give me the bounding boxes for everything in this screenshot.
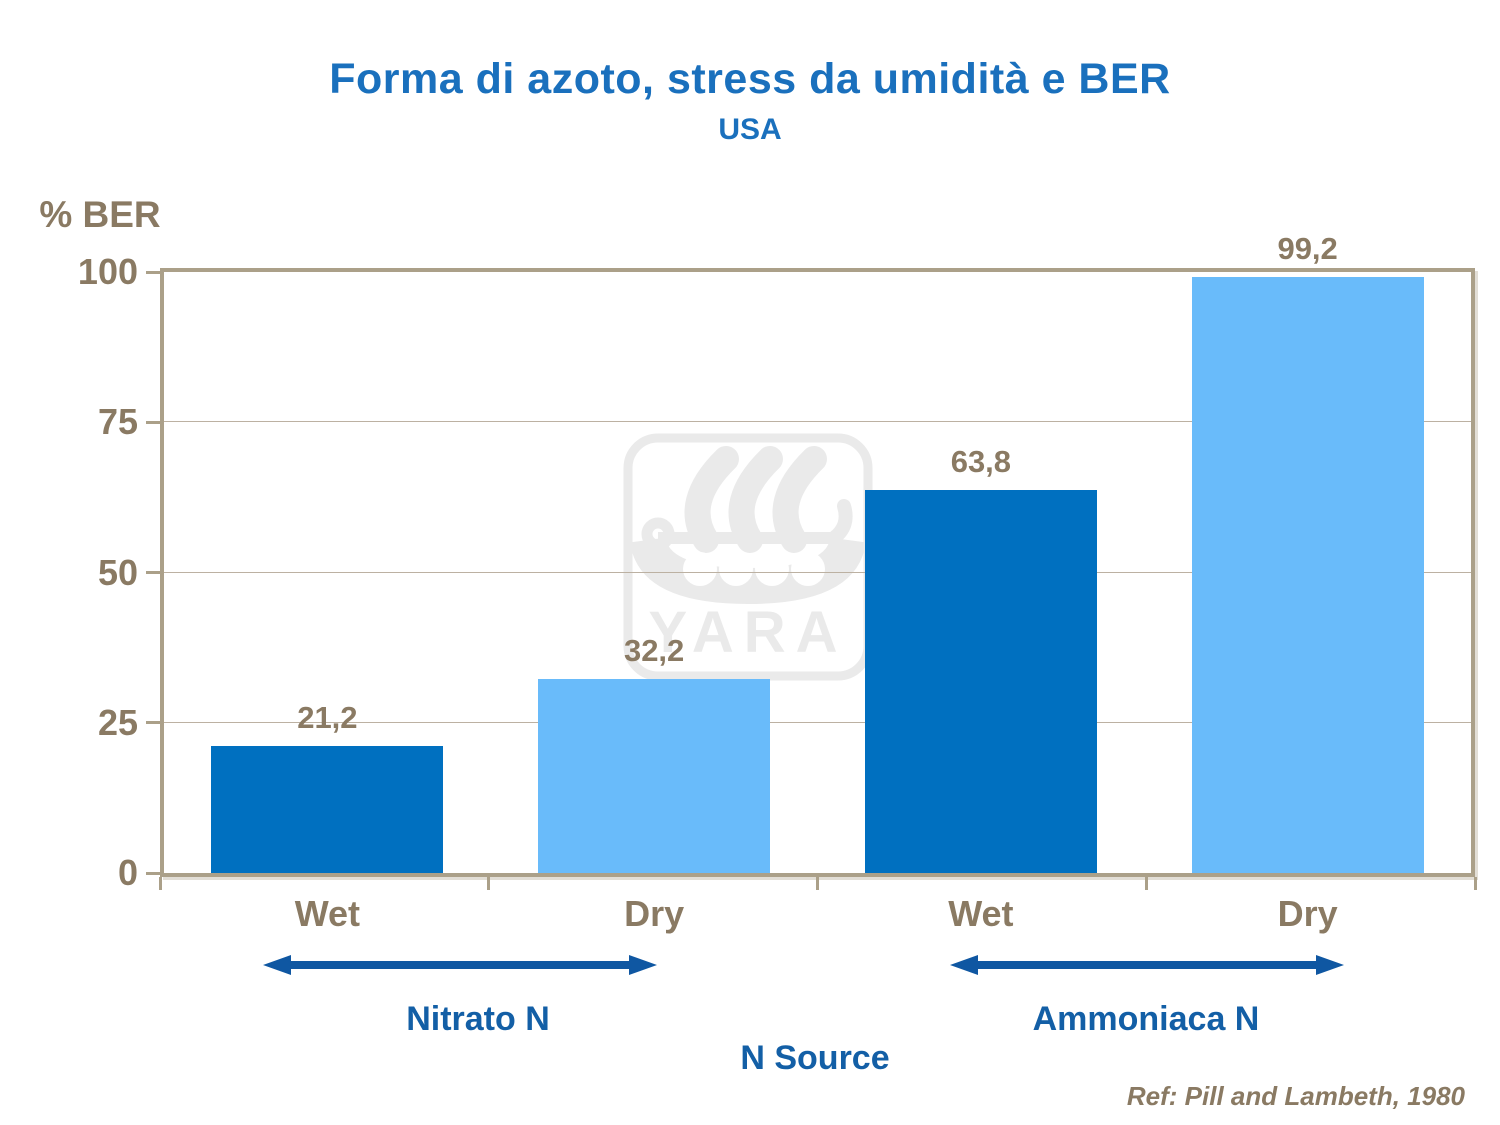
bar-value-label: 21,2 — [297, 699, 358, 735]
category-label: Wet — [294, 893, 361, 934]
bar-value-label: 63,8 — [950, 443, 1012, 479]
y-tick-label: 25 — [97, 701, 138, 743]
y-tick-label: 50 — [97, 551, 138, 593]
y-tick-mark — [146, 721, 160, 725]
page-subtitle: USA — [718, 113, 782, 146]
y-axis-title: % BER — [39, 194, 161, 235]
range-arrow-ammoniaca-icon — [950, 955, 1344, 975]
chart-bar — [1191, 276, 1424, 873]
gridline — [164, 571, 1471, 573]
group-label-ammoniaca: Ammoniaca N — [1032, 1000, 1260, 1038]
reference-text: Ref: Pill and Lambeth, 1980 — [1126, 1081, 1465, 1111]
watermark-text: YARA — [648, 600, 847, 665]
chart-bar — [211, 745, 444, 873]
x-tick-mark — [1144, 877, 1148, 890]
x-tick-mark — [816, 877, 819, 890]
gridline — [164, 721, 1471, 723]
bar-value-label: 32,2 — [623, 633, 685, 669]
y-tick-label: 0 — [117, 852, 138, 893]
yara-logo-watermark-icon: YARA — [623, 433, 873, 681]
x-tick-mark — [1473, 877, 1477, 890]
category-label: Wet — [948, 893, 1014, 934]
page-title: Forma di azoto, stress da umidità e BER — [329, 55, 1171, 103]
category-label: Dry — [1277, 893, 1338, 934]
y-tick-mark — [146, 270, 160, 274]
category-label: Dry — [624, 893, 685, 934]
y-tick-mark — [146, 571, 160, 574]
gridline — [164, 421, 1471, 423]
category-row: Wet Dry Wet Dry — [164, 893, 1471, 938]
y-tick-label: 100 — [77, 251, 138, 292]
y-tick-mark — [146, 420, 160, 424]
y-tick-label: 75 — [97, 401, 138, 443]
x-tick-mark — [158, 877, 162, 890]
y-tick-mark — [146, 871, 160, 875]
chart-bar — [538, 679, 771, 873]
chart-plot-area: YARA 21,2 32,2 63,8 99,2 — [160, 231, 1475, 877]
range-arrow-nitrato-icon — [263, 955, 657, 975]
group-label-nitrato: Nitrato N — [406, 1000, 550, 1038]
bar-value-label: 99,2 — [1277, 230, 1338, 266]
x-tick-mark — [487, 877, 491, 890]
x-axis-title: N Source — [740, 1039, 890, 1077]
chart-bar — [864, 489, 1097, 873]
